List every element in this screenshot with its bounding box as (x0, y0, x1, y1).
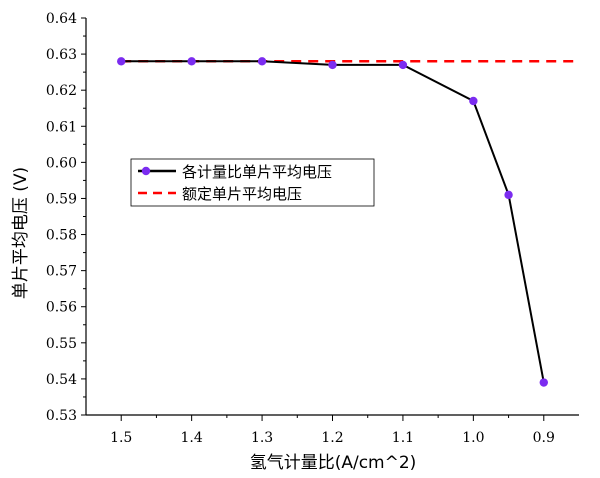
y-axis-title: 单片平均电压 (V) (11, 167, 31, 299)
axes (85, 18, 579, 416)
x-tick-label: 1.3 (251, 430, 273, 446)
y-tick-label: 0.57 (46, 264, 77, 280)
y-tick-label: 0.58 (46, 228, 77, 244)
y-tick-label: 0.60 (46, 155, 77, 171)
x-tick-label: 0.9 (533, 430, 555, 446)
x-axis-title: 氢气计量比(A/cm^2) (250, 453, 417, 473)
legend-box (130, 158, 375, 207)
series-0-point (257, 57, 267, 66)
x-tick-label: 1.0 (462, 430, 484, 446)
y-tick-label: 0.55 (46, 336, 77, 352)
y-tick-label: 0.54 (46, 372, 77, 388)
series-layer (117, 57, 579, 387)
series-0-point (187, 57, 196, 66)
series-0-line (121, 60, 545, 383)
series-0-point (469, 96, 478, 106)
legend-label-series-0: 各计量比单片平均电压 (182, 163, 332, 181)
series-0-point (539, 378, 548, 387)
legend-marker-series-0 (141, 166, 151, 176)
series-0-point (117, 57, 126, 66)
x-tick-label: 1.5 (110, 430, 132, 446)
y-tick-label: 0.53 (46, 408, 77, 424)
x-axis-ticks: 1.5 1.4 1.3 1.2 1.1 1.0 0.9 (110, 415, 555, 446)
y-tick-label: 0.64 (46, 11, 77, 27)
series-0-point (504, 190, 513, 200)
y-tick-label: 0.61 (46, 119, 77, 135)
legend-label-series-1: 额定单片平均电压 (182, 185, 302, 203)
x-tick-label: 1.1 (392, 430, 414, 446)
series-0-point (328, 60, 337, 70)
x-tick-label: 1.4 (181, 430, 203, 446)
x-tick-label: 1.2 (321, 430, 343, 446)
y-tick-label: 0.59 (46, 191, 77, 207)
y-tick-label: 0.63 (46, 47, 77, 63)
y-axis-ticks: 0.53 0.54 0.55 0.56 0.57 0.58 0.59 0.60 0.61 0.62… (46, 11, 86, 424)
y-tick-label: 0.62 (46, 83, 77, 99)
y-tick-label: 0.56 (46, 300, 77, 316)
legend: 各计量比单片平均电压 额定单片平均电压 (130, 158, 375, 207)
series-0-point (398, 60, 408, 70)
